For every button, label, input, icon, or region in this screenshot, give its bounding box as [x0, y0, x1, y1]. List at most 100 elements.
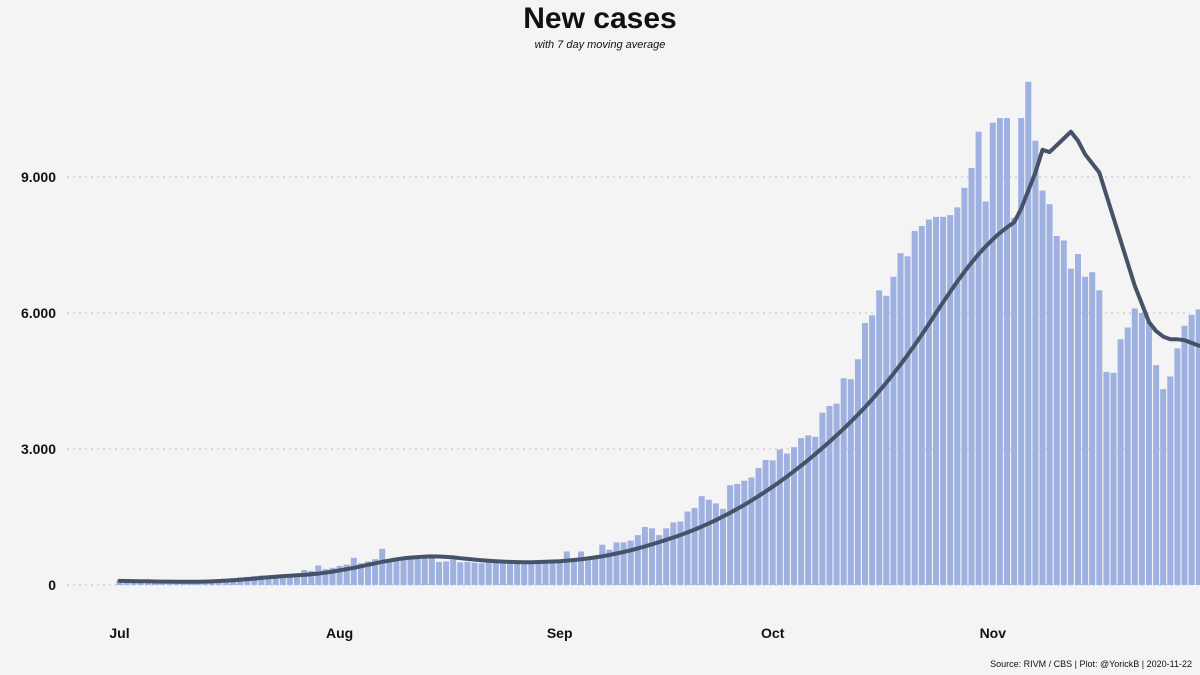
bar [769, 460, 776, 585]
bar [499, 562, 506, 585]
bar [840, 378, 847, 585]
bar [301, 570, 308, 585]
bar [933, 216, 939, 586]
x-axis-ticks: Jul Aug Sep Oct Nov [109, 625, 1006, 641]
bar [585, 556, 592, 585]
bar [1188, 314, 1195, 585]
bar [798, 438, 805, 585]
bar [727, 485, 734, 585]
bar [698, 496, 705, 585]
bar [712, 503, 719, 585]
bar [329, 567, 336, 585]
bar [1096, 290, 1103, 585]
bar [528, 561, 535, 585]
bar [1153, 365, 1160, 585]
bar [1025, 81, 1032, 586]
bar [670, 522, 677, 585]
bar [1110, 372, 1117, 585]
bar [436, 561, 442, 585]
bar [996, 118, 1003, 586]
x-tick-label: Oct [761, 625, 785, 641]
bar [1181, 325, 1188, 585]
bar [606, 549, 613, 585]
bar [613, 542, 620, 585]
bar [1124, 327, 1131, 585]
bar [336, 565, 343, 585]
bar [1053, 235, 1060, 585]
bar [322, 569, 329, 585]
bar [421, 555, 428, 585]
bar [1174, 348, 1181, 585]
bar [918, 225, 925, 585]
y-tick-label: 0 [48, 577, 56, 593]
chart-title: New cases [523, 2, 677, 35]
bar [570, 559, 577, 585]
bar [578, 551, 584, 585]
bar [471, 562, 478, 585]
bar [372, 559, 379, 585]
bar [1103, 371, 1110, 585]
bar [407, 558, 414, 585]
bar [847, 379, 854, 585]
bar [1117, 339, 1124, 585]
bar [734, 483, 741, 585]
bar [592, 555, 599, 585]
bar [279, 575, 286, 585]
bar [634, 535, 641, 585]
bar [904, 256, 911, 585]
bar [450, 559, 457, 585]
bar [940, 216, 947, 586]
bar [1167, 376, 1174, 585]
bar [308, 570, 315, 585]
bar [656, 535, 663, 585]
bar [677, 521, 684, 585]
bar [535, 561, 542, 585]
bar [925, 219, 932, 585]
bar [805, 435, 812, 585]
bar [1011, 217, 1018, 586]
bar [975, 131, 982, 585]
bar [144, 582, 151, 585]
bar [272, 575, 279, 585]
bar [542, 562, 549, 585]
bar [549, 562, 556, 585]
bar [833, 403, 840, 585]
bar [1146, 322, 1152, 585]
bar [911, 230, 918, 586]
bar [1060, 240, 1067, 585]
bar [961, 187, 968, 585]
bar [1004, 118, 1010, 586]
bar [954, 207, 961, 585]
source-caption: Source: RIVM / CBS | Plot: @YorickB | 20… [990, 659, 1192, 669]
bar [478, 563, 485, 585]
bar [393, 557, 400, 585]
bar [485, 562, 492, 585]
bar [748, 477, 755, 585]
chart-subtitle: with 7 day moving average [534, 39, 666, 51]
bar [265, 575, 272, 585]
bar [350, 557, 357, 585]
bar [812, 436, 819, 585]
bar [755, 468, 762, 585]
bar [1138, 313, 1145, 585]
y-tick-label: 6.000 [21, 305, 56, 321]
bar [705, 499, 712, 585]
bar [492, 560, 499, 585]
bar [1082, 276, 1089, 585]
bar [1018, 118, 1025, 586]
y-tick-label: 3.000 [21, 441, 56, 457]
bar [663, 528, 670, 585]
x-tick-label: Sep [547, 625, 573, 641]
bar [414, 556, 421, 585]
bar [428, 558, 435, 585]
bar [1195, 309, 1200, 585]
bar [982, 201, 989, 586]
bar [791, 447, 797, 585]
moving-average-series [117, 129, 1200, 584]
bar [826, 405, 833, 585]
bar [762, 459, 769, 585]
bar [137, 582, 144, 585]
bar [741, 480, 748, 585]
bar [649, 528, 655, 585]
bar [116, 580, 123, 585]
